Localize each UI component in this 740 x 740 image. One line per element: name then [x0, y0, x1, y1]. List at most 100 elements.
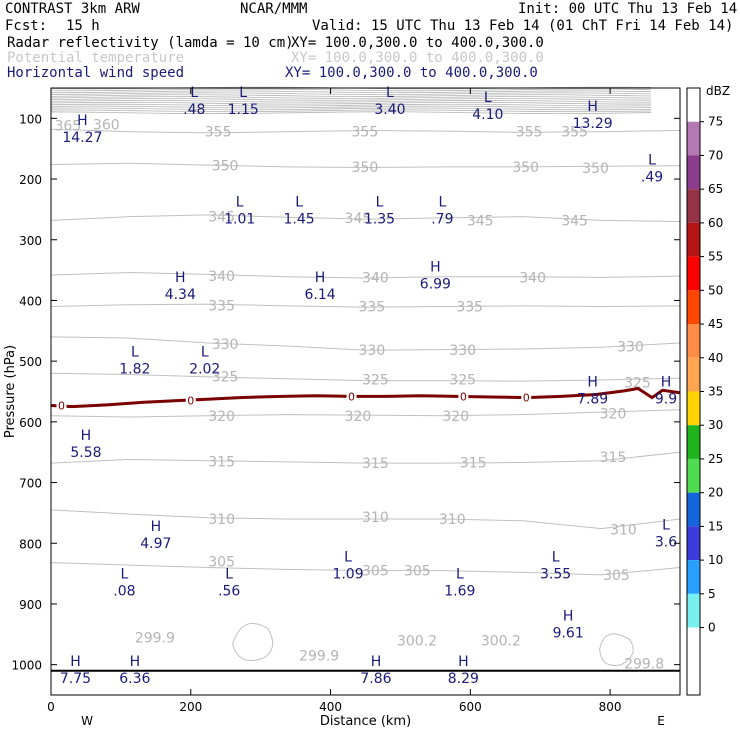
x-axis-title: Distance (km) — [320, 714, 411, 729]
colorbar-swatch — [687, 290, 700, 325]
wind-extremum-value: 1.35 — [364, 211, 395, 227]
colorbar-swatch — [687, 88, 700, 122]
colorbar-swatch — [687, 560, 700, 594]
wind-extremum-value: 7.89 — [577, 392, 608, 408]
colorbar-swatch — [687, 324, 700, 358]
theta-contour-label: 335 — [208, 298, 235, 314]
x-tick-label: 600 — [459, 700, 482, 714]
colorbar-level-label: 20 — [708, 486, 723, 500]
wind-extremum-symbol: L — [190, 85, 198, 101]
colorbar-level-label: 60 — [708, 216, 723, 230]
reflectivity-contour-label: 0 — [187, 395, 194, 408]
colorbar-swatch — [687, 155, 700, 190]
plot-frame — [50, 87, 681, 696]
wind-extremum-value: .56 — [218, 583, 240, 599]
theta-contour-label: 300.2 — [397, 633, 437, 649]
theta-contour-label: 320 — [208, 409, 235, 425]
upper-theta-contour-band — [50, 111, 652, 114]
colorbar-swatch — [687, 391, 700, 426]
colorbar-swatch — [687, 492, 700, 527]
theta-closed-contour — [599, 633, 634, 666]
upper-theta-contour-band — [50, 103, 652, 107]
wind-extremum-value: .08 — [113, 583, 135, 599]
wind-extremum-symbol: H — [458, 654, 469, 670]
theta-contour-label: 325 — [449, 372, 476, 388]
colorbar-level-label: 30 — [708, 418, 723, 432]
wind-extremum-symbol: H — [81, 428, 92, 444]
wind-extremum-symbol: H — [430, 259, 441, 275]
y-tick-label: 600 — [19, 416, 42, 430]
wind-extremum-symbol: L — [295, 194, 303, 210]
wind-extremum-symbol: H — [77, 113, 88, 129]
colorbar-swatch — [687, 121, 700, 156]
upper-theta-contour-band — [50, 107, 652, 111]
wind-extremum-value: 6.14 — [304, 287, 335, 303]
colorbar-swatch — [687, 661, 700, 695]
theta-contour-label: 320 — [600, 406, 627, 422]
theta-contour-line — [50, 336, 681, 351]
wind-extremum-symbol: H — [587, 375, 598, 391]
colorbar-level-label: 0 — [708, 621, 716, 635]
theta-contour-label: 345 — [561, 213, 588, 229]
colorbar-level-label: 25 — [708, 452, 723, 466]
y-tick-label: 100 — [19, 112, 42, 126]
reflectivity-label-mask — [56, 399, 67, 411]
theta-contour-label: 310 — [362, 510, 389, 526]
init-time: Init: 00 UTC Thu 13 Feb 14 — [518, 1, 738, 17]
theta-contour-label: 305 — [362, 564, 389, 580]
wind-extremum-symbol: L — [239, 85, 247, 101]
upper-theta-contour-band — [50, 88, 652, 92]
theta-contour-label: 365 — [54, 119, 81, 135]
theta-contour-label: 355 — [352, 125, 379, 141]
wind-extremum-value: 7.86 — [360, 671, 391, 687]
colorbar-level-label: 55 — [708, 250, 723, 264]
theta-contour-line — [50, 303, 681, 308]
reflectivity-label-mask — [185, 394, 196, 406]
theta-contour-label: 340 — [362, 270, 389, 286]
wind-extremum-value: 4.10 — [472, 107, 503, 123]
y-tick-label: 800 — [19, 537, 42, 551]
wind-extremum-value: 4.34 — [165, 287, 196, 303]
colorbar-level-label: 35 — [708, 385, 723, 399]
field-theta-name: Potential temperature — [7, 50, 185, 66]
wind-extremum-symbol: L — [225, 566, 233, 582]
wind-extremum-symbol: H — [151, 519, 162, 535]
x-end-label-west: W — [81, 714, 93, 728]
colorbar-level-label: 10 — [708, 553, 723, 567]
colorbar-swatch — [687, 593, 700, 628]
reflectivity-label-mask — [346, 390, 357, 402]
wind-extremum-value: .49 — [641, 169, 663, 185]
colorbar-swatch — [687, 627, 700, 662]
wind-extremum-value: 1.15 — [228, 102, 259, 118]
wind-extremum-value: 7.75 — [60, 671, 91, 687]
wind-extremum-value: 1.82 — [119, 361, 150, 377]
wind-extremum-symbol: L — [662, 517, 670, 533]
y-tick-label: 400 — [19, 294, 42, 308]
wind-extremum-value: 14.27 — [62, 130, 102, 146]
theta-contour-label: 315 — [208, 454, 235, 470]
wind-extremum-symbol: L — [120, 566, 128, 582]
y-tick-label: 1000 — [11, 659, 42, 673]
wind-extremum-symbol: H — [130, 654, 141, 670]
colorbar-swatch — [687, 256, 700, 291]
theta-contour-label: 345 — [208, 210, 235, 226]
theta-contour-label: 355 — [516, 125, 543, 141]
wind-extremum-symbol: L — [344, 549, 352, 565]
wind-extremum-symbol: L — [131, 344, 139, 360]
wind-extremum-symbol: L — [648, 152, 656, 168]
upper-theta-contour-band — [50, 96, 652, 99]
wind-extremum-symbol: L — [386, 85, 394, 101]
wind-extremum-symbol: H — [315, 270, 326, 286]
wind-extremum-value: 5.58 — [70, 445, 101, 461]
y-tick-label: 500 — [19, 355, 42, 369]
forecast-hour: 15 h — [66, 18, 100, 34]
wind-extremum-value: 6.36 — [119, 671, 150, 687]
colorbar-level-label: 75 — [708, 115, 723, 129]
wind-extremum-symbol: H — [371, 654, 382, 670]
wind-extremum-value: 3.55 — [540, 566, 571, 582]
colorbar-swatch — [687, 425, 700, 459]
colorbar-swatch — [687, 222, 700, 257]
x-tick-label: 800 — [599, 700, 622, 714]
upper-theta-contour-band — [50, 105, 652, 109]
theta-contour-label: 345 — [345, 211, 372, 227]
